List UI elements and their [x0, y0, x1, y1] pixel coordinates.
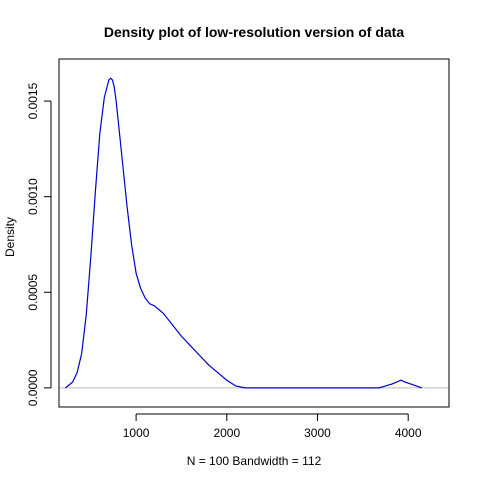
x-tick-label-1: 2000: [213, 426, 240, 440]
y-tick-label-1: 0.0005: [26, 274, 40, 311]
y-tick-label-2: 0.0010: [26, 178, 40, 215]
chart-title: Density plot of low-resolution version o…: [104, 24, 404, 40]
x-tick-label-2: 3000: [304, 426, 331, 440]
y-axis-label: Density: [3, 217, 17, 257]
x-tick-label-3: 4000: [395, 426, 422, 440]
plot-frame: [58, 58, 450, 408]
plot-area: 1000 2000 3000 4000 0.0000 0.0005 0.0010 0.0015: [26, 58, 450, 440]
x-axis-label: N = 100 Bandwidth = 112: [187, 454, 322, 468]
y-tick-label-0: 0.0000: [26, 369, 40, 406]
x-tick-label-0: 1000: [123, 426, 150, 440]
y-tick-label-3: 0.0015: [26, 82, 40, 119]
density-line-0: [64, 77, 422, 389]
